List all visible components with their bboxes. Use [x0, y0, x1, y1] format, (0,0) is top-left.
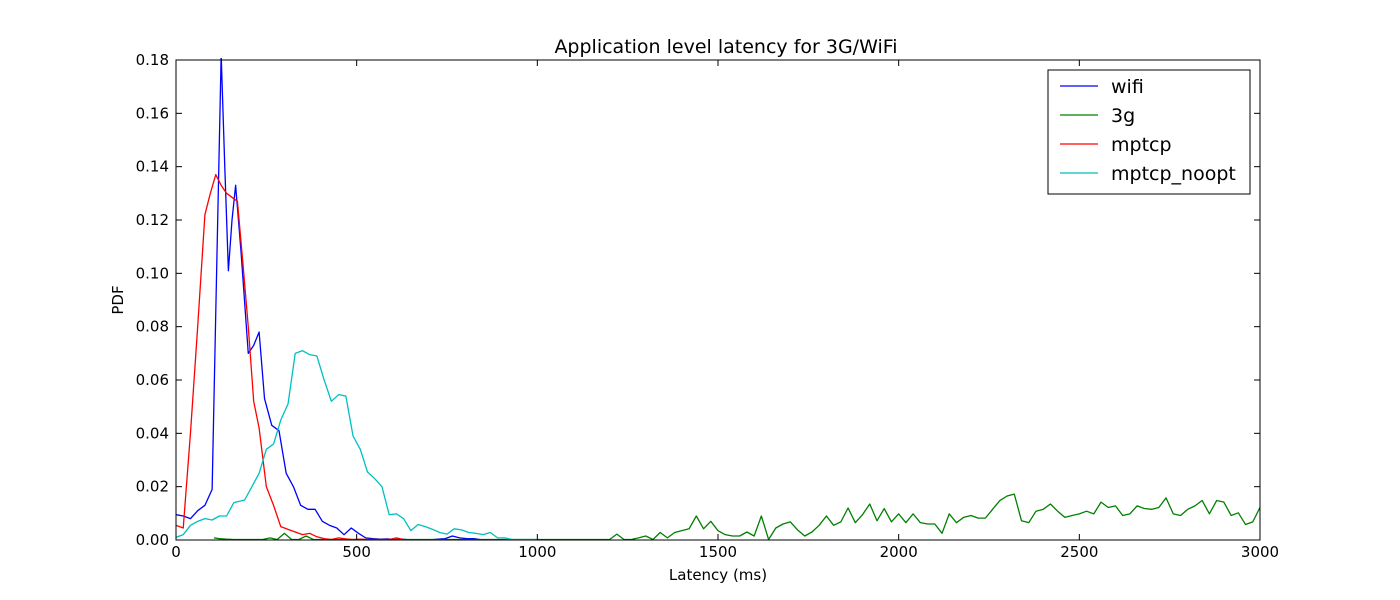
x-tick-label: 2000	[880, 543, 918, 561]
legend-label-mptcp: mptcp	[1111, 134, 1172, 156]
y-tick-label: 0.18	[136, 51, 169, 69]
y-tick-label: 0.04	[136, 424, 169, 442]
legend-label-3g: 3g	[1111, 105, 1135, 127]
series-layer	[176, 58, 1260, 540]
x-tick-label: 500	[342, 543, 371, 561]
y-tick-label: 0.10	[136, 264, 169, 282]
y-tick-label: 0.00	[136, 531, 169, 549]
y-tick-label: 0.06	[136, 371, 169, 389]
x-tick-label: 0	[171, 543, 181, 561]
chart-title: Application level latency for 3G/WiFi	[554, 36, 897, 58]
y-tick-label: 0.02	[136, 478, 169, 496]
x-tick-label: 2500	[1060, 543, 1098, 561]
legend-label-wifi: wifi	[1111, 76, 1144, 98]
x-tick-label: 1000	[518, 543, 556, 561]
x-tick-label: 3000	[1241, 543, 1279, 561]
ticks-layer: 0 500 1000 1500 2000 2500 3000 0.00 0.02 0.04 0.06…	[136, 51, 1280, 561]
legend: wifi 3g mptcp mptcp_noopt	[1047, 69, 1251, 195]
y-axis-title: PDF	[109, 285, 127, 314]
x-axis-title: Latency (ms)	[669, 566, 767, 584]
series-line-wifi	[176, 58, 538, 540]
y-tick-label: 0.16	[136, 104, 169, 122]
y-tick-label: 0.12	[136, 211, 169, 229]
y-tick-label: 0.14	[136, 158, 169, 176]
x-tick-label: 1500	[699, 543, 737, 561]
legend-label-mptcp-noopt: mptcp_noopt	[1111, 163, 1236, 185]
y-tick-label: 0.08	[136, 318, 169, 336]
series-line-mptcp-noopt	[176, 350, 538, 540]
